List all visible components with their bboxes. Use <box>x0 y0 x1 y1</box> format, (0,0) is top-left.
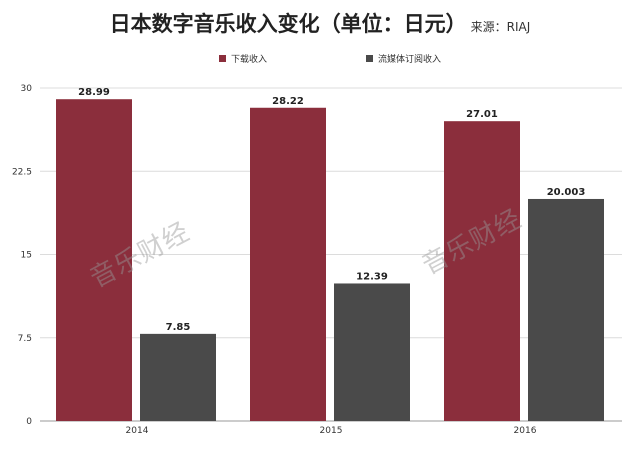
bar-download-2015 <box>250 107 326 422</box>
y-tick-label: 0 <box>26 417 32 427</box>
legend-label-streaming: 流媒体订阅收入 <box>378 55 442 65</box>
y-tick-label: 30 <box>21 84 33 94</box>
y-tick-label: 15 <box>21 251 32 261</box>
bar-streaming-2014 <box>140 333 216 421</box>
x-tick-label: 2015 <box>320 426 343 436</box>
data-label: 20.003 <box>547 187 586 198</box>
data-label: 27.01 <box>466 109 498 120</box>
legend-item-download: 下载收入 <box>219 52 267 65</box>
legend-item-streaming: 流媒体订阅收入 <box>366 52 441 65</box>
bar-streaming-2016 <box>528 198 604 421</box>
data-label: 12.39 <box>356 271 388 282</box>
source-note: 来源：RIAJ <box>470 20 531 34</box>
data-label: 7.85 <box>166 322 191 333</box>
legend: 下载收入 流媒体订阅收入 <box>0 52 640 68</box>
bar-download-2016 <box>444 121 520 422</box>
y-tick-label: 22.5 <box>12 167 32 177</box>
x-tick-label: 2016 <box>514 426 537 436</box>
data-label: 28.99 <box>78 87 110 98</box>
data-label: 28.22 <box>272 96 304 107</box>
y-tick-label: 7.5 <box>18 334 32 344</box>
legend-swatch-download <box>219 55 226 62</box>
chart-title-row: 日本数字音乐收入变化（单位：日元） 来源：RIAJ <box>0 8 640 38</box>
legend-label-download: 下载收入 <box>231 55 268 65</box>
bar-download-2014 <box>56 99 132 421</box>
chart-title: 日本数字音乐收入变化（单位：日元） <box>109 12 467 36</box>
bar-streaming-2015 <box>334 283 410 421</box>
x-tick-label: 2014 <box>126 426 149 436</box>
legend-swatch-streaming <box>366 55 373 62</box>
